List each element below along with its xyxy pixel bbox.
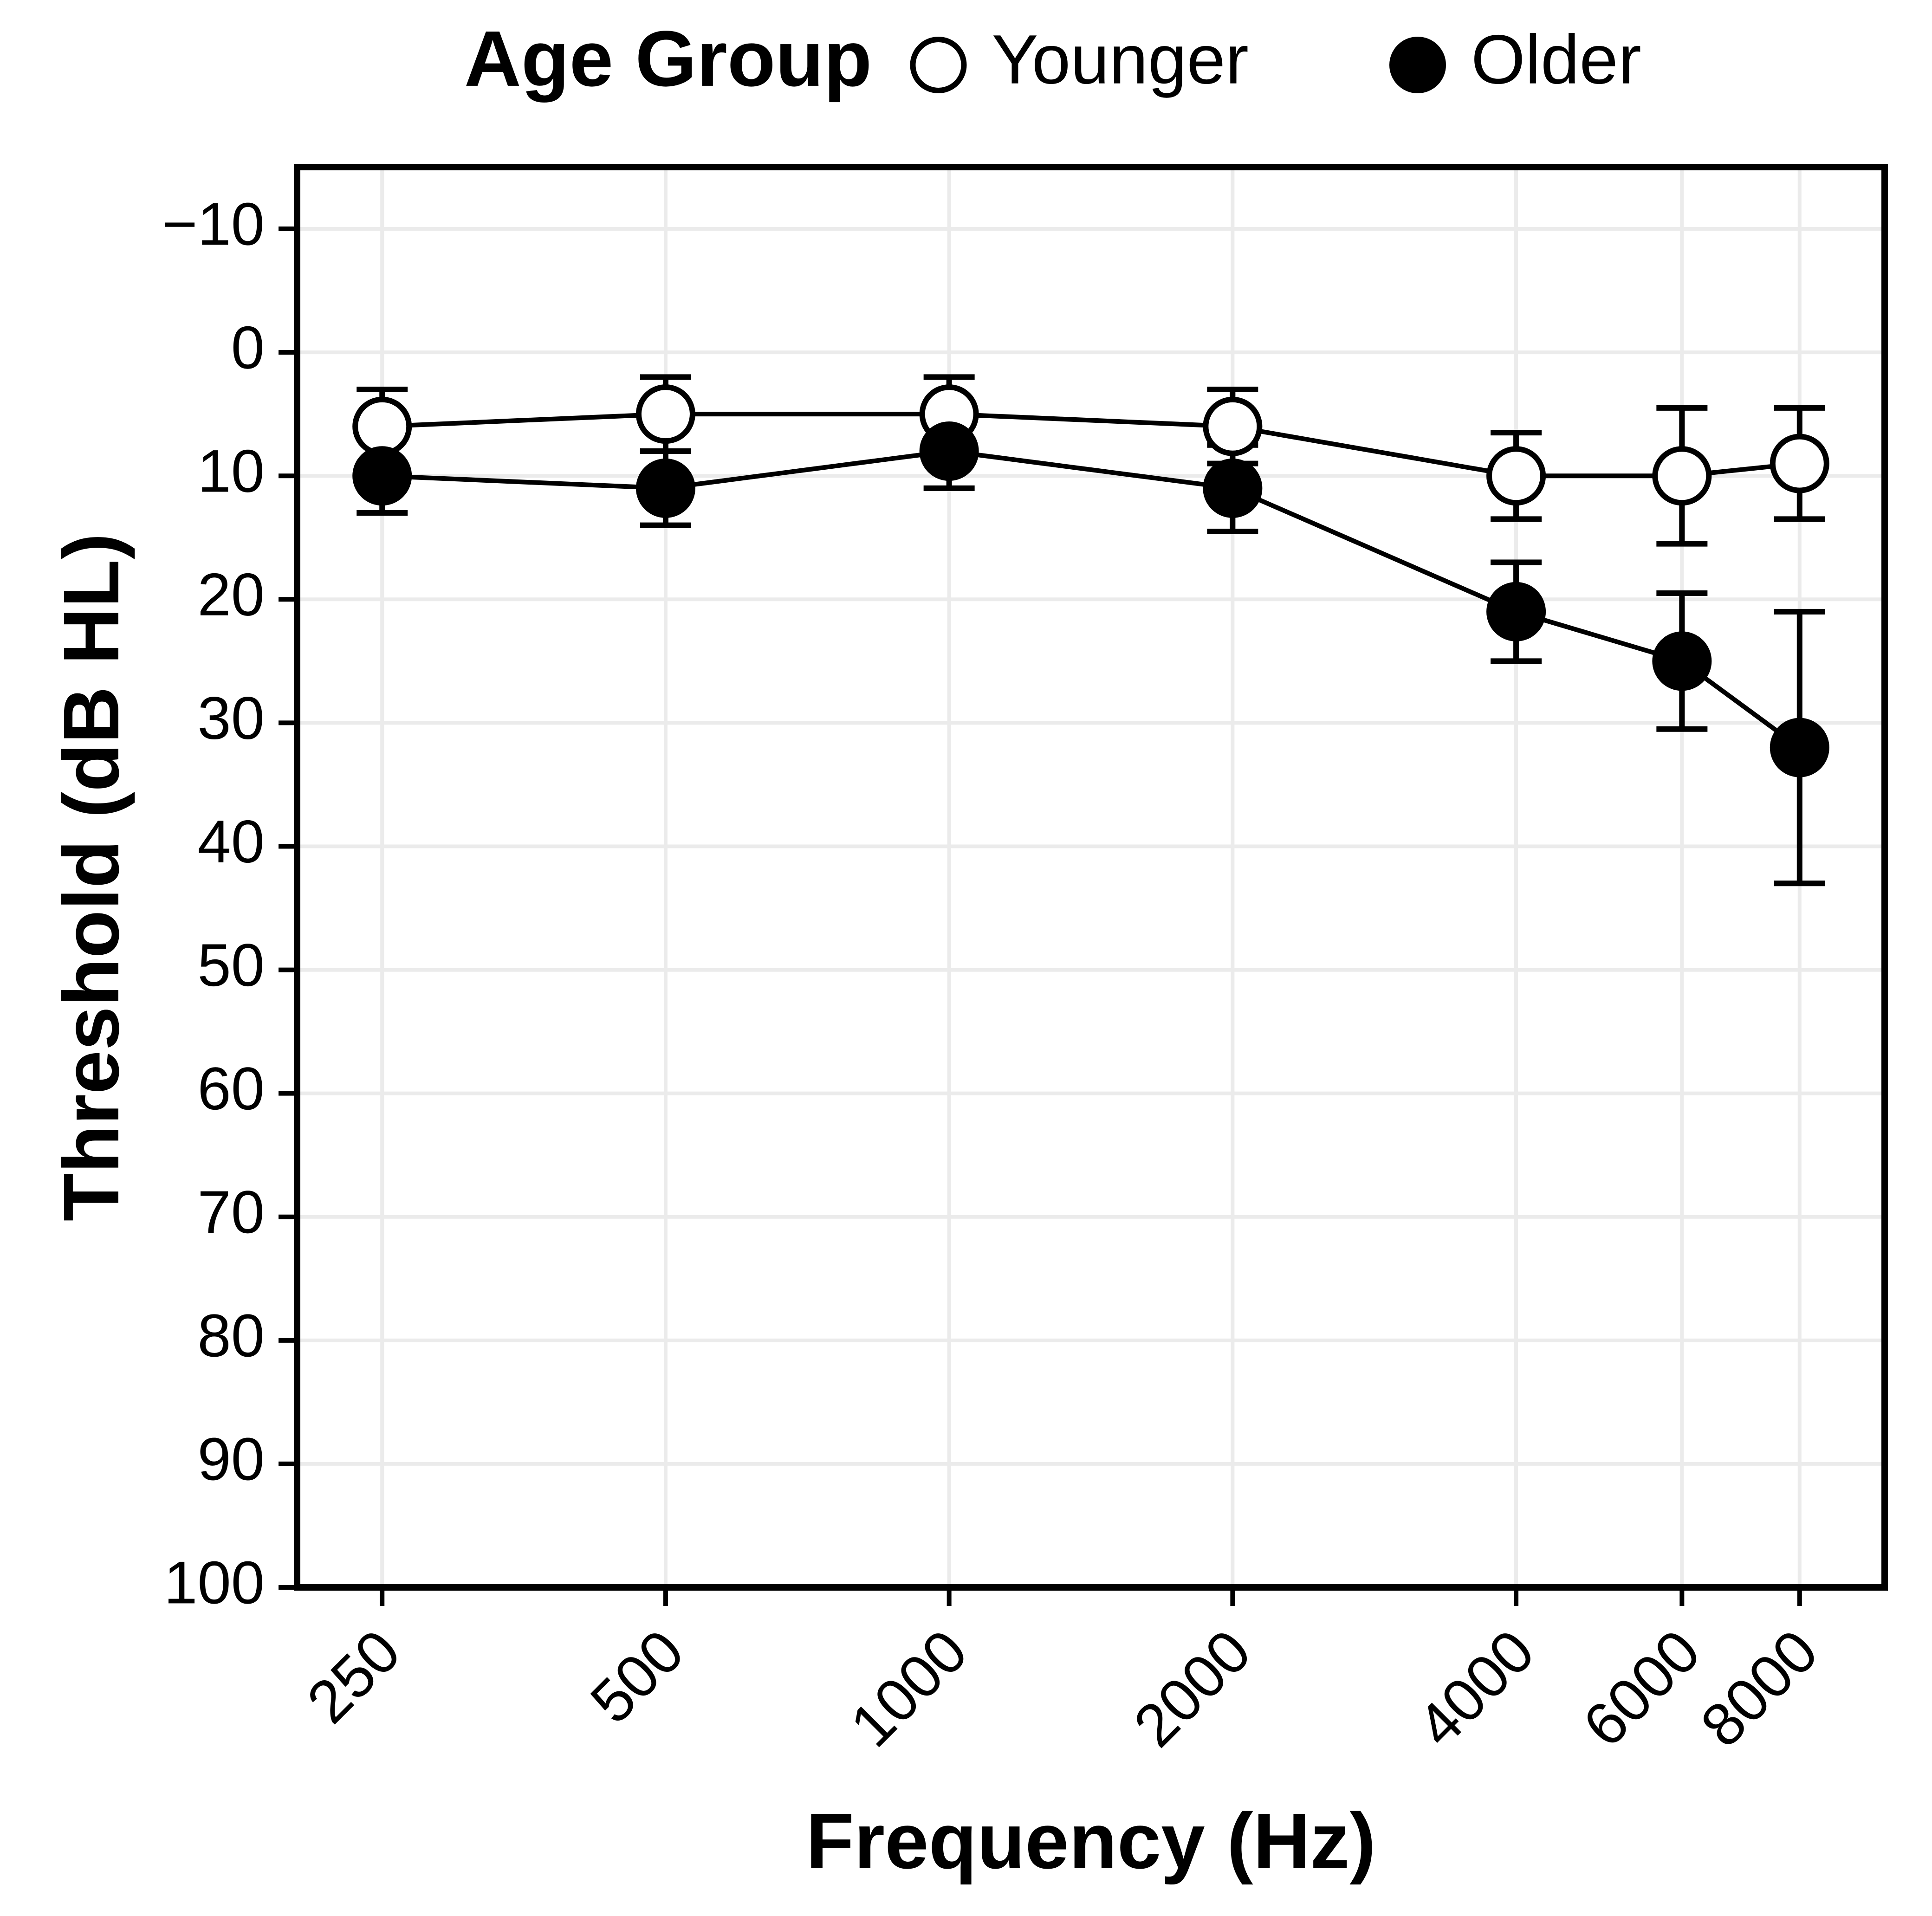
marker [1489,585,1543,639]
y-tick-label: 20 [197,561,265,628]
marker [1655,634,1709,688]
y-tick-label: 40 [197,808,265,875]
marker [355,400,409,453]
marker [1773,721,1827,775]
audiogram-chart: −100102030405060708090100250500100020004… [0,0,1932,1916]
marker [1489,449,1543,503]
marker [922,424,976,478]
marker [1655,449,1709,503]
legend-marker [1392,39,1443,91]
y-tick-label: 0 [231,313,265,381]
marker [1206,400,1259,453]
marker [355,449,409,503]
legend-label: Younger [992,20,1249,98]
y-tick-label: 90 [197,1425,265,1493]
y-tick-label: 80 [197,1301,265,1369]
marker [1206,461,1259,515]
x-axis-title: Frequency (Hz) [806,1797,1376,1885]
legend-marker [913,39,964,91]
y-tick-label: −10 [162,190,265,258]
y-tick-label: 60 [197,1055,265,1122]
chart-svg: −100102030405060708090100250500100020004… [0,0,1932,1916]
marker [639,461,693,515]
plot-panel [297,167,1885,1587]
y-tick-label: 100 [164,1548,265,1616]
y-tick-label: 70 [197,1178,265,1246]
y-tick-label: 10 [197,437,265,505]
legend-title: Age Group [464,15,872,103]
marker [1773,437,1827,491]
y-tick-label: 50 [197,931,265,999]
y-tick-label: 30 [197,684,265,752]
legend-label: Older [1471,20,1641,98]
y-axis-title: Threshold (dB HL) [47,533,136,1222]
marker [639,387,693,441]
